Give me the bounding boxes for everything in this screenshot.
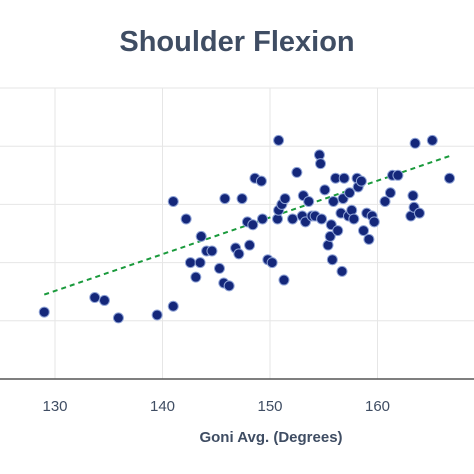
data-point	[392, 169, 404, 181]
data-point	[316, 213, 328, 225]
data-point	[219, 193, 231, 205]
data-point	[233, 248, 245, 260]
data-point	[407, 190, 419, 202]
data-point	[89, 292, 101, 304]
data-point	[444, 172, 456, 184]
data-point	[324, 230, 336, 242]
data-point	[426, 134, 438, 146]
data-point	[223, 280, 235, 292]
data-point	[413, 207, 425, 219]
data-point	[247, 219, 259, 231]
data-point	[236, 193, 248, 205]
data-point	[195, 230, 207, 242]
data-point	[278, 274, 290, 286]
data-point	[279, 193, 291, 205]
data-point	[112, 312, 124, 324]
data-point	[194, 257, 206, 269]
x-axis-label: Goni Avg. (Degrees)	[199, 429, 342, 446]
data-point	[151, 309, 163, 321]
data-point	[315, 158, 327, 170]
data-points	[38, 134, 456, 324]
data-point	[332, 225, 344, 237]
data-point	[291, 166, 303, 178]
x-tick-label: 140	[150, 398, 175, 415]
data-point	[348, 213, 360, 225]
grid-layer	[0, 87, 474, 379]
data-point	[98, 294, 110, 306]
data-point	[255, 175, 267, 187]
data-point	[256, 213, 268, 225]
data-point	[344, 187, 356, 199]
data-point	[38, 306, 50, 318]
data-point	[206, 245, 218, 257]
data-point	[273, 134, 285, 146]
data-point	[363, 233, 375, 245]
x-tick-label: 160	[365, 398, 390, 415]
data-point	[409, 137, 421, 149]
data-point	[287, 213, 299, 225]
data-point	[327, 195, 339, 207]
data-point	[244, 239, 256, 251]
data-point	[384, 187, 396, 199]
x-tick-label: 130	[42, 398, 67, 415]
data-point	[355, 175, 367, 187]
data-point	[266, 257, 278, 269]
data-point	[167, 195, 179, 207]
x-tick-labels: 1301401501601	[42, 398, 390, 415]
data-point	[303, 195, 315, 207]
chart-title: Shoulder Flexion	[119, 26, 354, 58]
data-point	[379, 195, 391, 207]
data-point	[358, 225, 370, 237]
data-point	[326, 254, 338, 266]
data-point	[338, 172, 350, 184]
data-point	[368, 216, 380, 228]
data-point	[213, 262, 225, 274]
x-tick-label: 150	[257, 398, 282, 415]
data-point	[190, 271, 202, 283]
data-point	[336, 265, 348, 277]
data-point	[184, 257, 196, 269]
data-point	[167, 300, 179, 312]
data-point	[180, 213, 192, 225]
data-point	[319, 184, 331, 196]
